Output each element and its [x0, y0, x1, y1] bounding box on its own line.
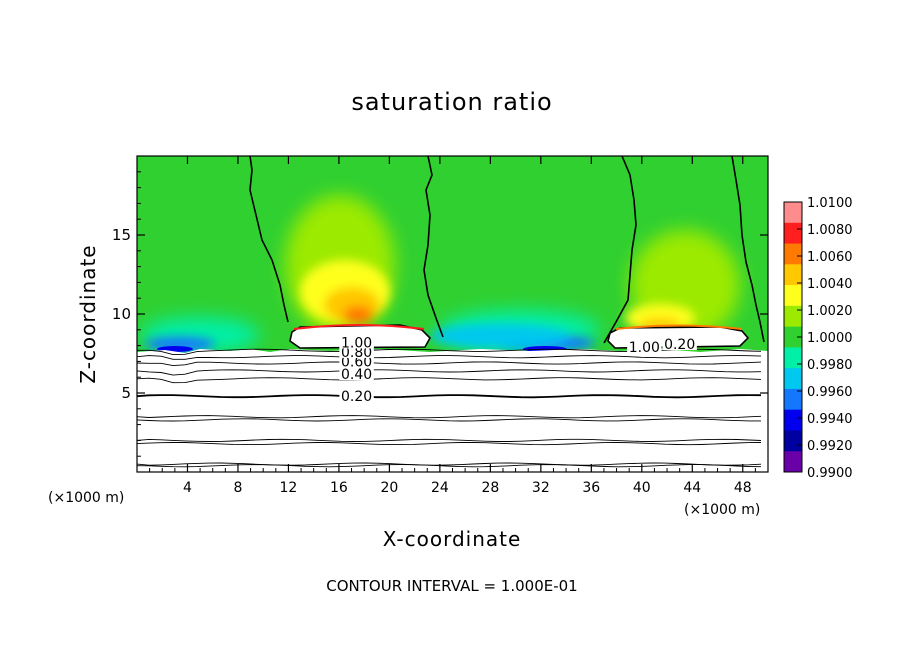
x-unit-label-right: (×1000 m) — [684, 502, 761, 518]
contour-line — [137, 464, 762, 468]
contour-line — [137, 377, 762, 384]
colorbar-swatch — [784, 326, 802, 348]
x-tick-label: 48 — [734, 480, 752, 496]
contour-line — [137, 369, 762, 376]
contour-label-bg — [339, 334, 374, 349]
cap-rim-left — [293, 324, 425, 330]
colorbar-swatch — [784, 451, 802, 473]
boundary-contours — [249, 156, 765, 344]
contour-line — [137, 361, 762, 367]
x-tick-label: 8 — [233, 480, 242, 496]
colorbar-swatch — [784, 368, 802, 390]
colorbar-ticks: 1.0100 1.0080 1.0060 1.0040 1.0020 1.0000 0.99… — [797, 196, 853, 481]
contour-line — [137, 442, 762, 446]
contour-line — [137, 438, 762, 442]
colorbar-swatch — [784, 202, 802, 224]
chart-title: saturation ratio — [351, 88, 553, 116]
y-axis-label: Z-coordinate — [76, 244, 100, 384]
x-tick-label: 16 — [330, 480, 348, 496]
x-tick-label: 28 — [481, 480, 499, 496]
contour-label: 0.20 — [341, 389, 372, 405]
x-axis-label: X-coordinate — [382, 527, 522, 551]
colorbar-swatch — [784, 305, 802, 328]
red-core-left — [343, 306, 373, 324]
colorbar-swatch — [784, 388, 802, 411]
contour-line — [137, 418, 761, 422]
colorbar-swatch — [784, 264, 802, 286]
contour-label: 0.60 — [341, 354, 372, 370]
x-axis-ticks: 4 8 12 16 20 24 28 32 36 40 44 48 — [149, 156, 756, 496]
colorbar-tick-label: 0.9920 — [807, 439, 853, 454]
x-tick-label: 32 — [532, 480, 550, 496]
contour-labels: 0.200.400.600.801.00 1.00 0.20 — [339, 334, 697, 405]
contour-line — [137, 415, 762, 419]
cap-rim-right — [615, 324, 743, 330]
contour-line — [137, 394, 762, 399]
y-tick-label: 10 — [112, 305, 131, 323]
plot-area — [137, 156, 768, 472]
colorbar-swatch — [784, 347, 802, 369]
colorbar-swatch — [784, 409, 802, 431]
contour-label-bg — [339, 388, 374, 403]
colorbar-tick-label: 0.9900 — [807, 466, 853, 481]
colorbar-tick-label: 1.0040 — [807, 277, 853, 292]
colorbar-tick-label: 0.9980 — [807, 358, 853, 373]
contour-label: 1.00 — [341, 335, 372, 351]
colorbar-swatch — [784, 222, 802, 245]
x-tick-label: 4 — [183, 480, 192, 496]
lower-region — [137, 349, 768, 472]
colorbar-swatch — [784, 243, 802, 265]
contour-label-bg — [339, 366, 374, 381]
colorbar — [783, 201, 803, 473]
x-tick-label: 44 — [683, 480, 701, 496]
contour-label: 0.20 — [664, 337, 695, 353]
contour-label: 1.00 — [629, 340, 660, 356]
colorbar-tick-label: 0.9940 — [807, 412, 853, 427]
field-peaks — [145, 260, 695, 351]
colorbar-tick-label: 1.0060 — [807, 250, 853, 265]
x-tick-label: 36 — [582, 480, 600, 496]
contour-label-bg — [662, 336, 697, 351]
boundary-contour-3 — [603, 156, 637, 344]
colorbar-swatch — [784, 430, 802, 452]
y-tick-label: 15 — [112, 226, 131, 244]
colorbar-tick-label: 1.0020 — [807, 304, 853, 319]
colorbar-tick-label: 0.9960 — [807, 385, 853, 400]
contour-label: 0.40 — [341, 367, 372, 383]
contour-line — [137, 355, 762, 360]
x-tick-label: 40 — [633, 480, 651, 496]
y-axis-ticks: 5 10 15 — [112, 171, 768, 457]
y-tick-label: 5 — [121, 384, 131, 402]
x-tick-label: 20 — [380, 480, 398, 496]
boundary-contour-4 — [731, 156, 765, 343]
contour-interval-note: CONTOUR INTERVAL = 1.000E-01 — [326, 577, 578, 595]
colorbar-tick-label: 1.0080 — [807, 223, 853, 238]
colorbar-tick-label: 1.0100 — [807, 196, 853, 211]
teal-low-mid — [430, 324, 570, 348]
contour-label-bg — [627, 339, 662, 354]
contour-label: 0.80 — [341, 345, 372, 361]
boundary-contour-1 — [249, 156, 289, 323]
boundary-contour-2 — [423, 156, 444, 338]
x-tick-label: 24 — [431, 480, 449, 496]
contour-line — [137, 462, 762, 466]
colorbar-tick-label: 1.0000 — [807, 331, 853, 346]
colorbar-swatch — [784, 285, 802, 307]
x-tick-label: 12 — [280, 480, 298, 496]
contour-lines — [137, 348, 762, 468]
x-unit-label-left: (×1000 m) — [48, 490, 125, 506]
